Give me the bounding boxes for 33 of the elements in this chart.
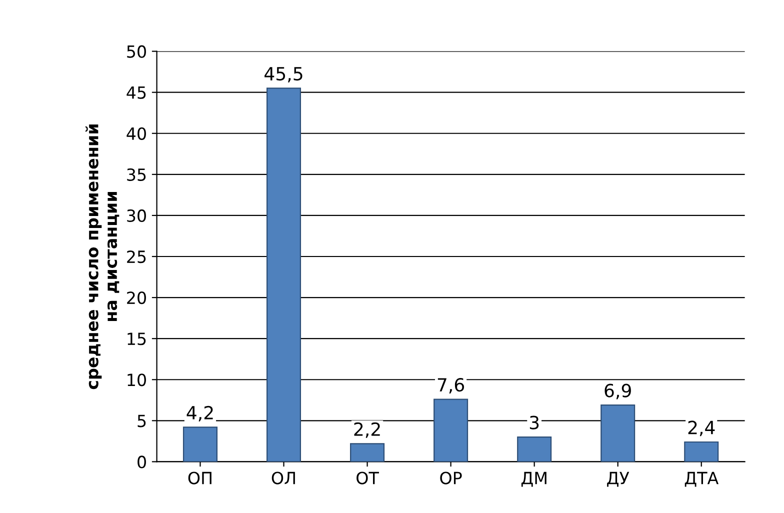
bar xyxy=(684,441,719,462)
y-tick-label: 0 xyxy=(138,456,146,468)
data-label: 3 xyxy=(530,416,539,430)
x-tick-label: ОП xyxy=(188,472,212,484)
y-tick-label: 35 xyxy=(127,168,146,181)
x-tick-label: ДТА xyxy=(684,472,719,487)
x-tick-label: ОЛ xyxy=(272,472,295,484)
y-axis-title: среднее число применений на дистанции xyxy=(85,124,120,390)
y-tick-label: 5 xyxy=(138,414,146,428)
bar xyxy=(434,398,468,462)
data-label: 45,5 xyxy=(264,67,302,82)
data-label: 7,6 xyxy=(438,378,464,394)
y-tick-label: 25 xyxy=(127,250,146,264)
bar xyxy=(517,436,552,462)
data-label: 6,9 xyxy=(604,384,631,400)
data-label: 2,2 xyxy=(354,422,380,438)
y-tick-label: 50 xyxy=(127,45,146,58)
y-tick-label: 45 xyxy=(126,86,146,99)
x-tick-label: ОР xyxy=(440,472,462,484)
bar xyxy=(266,88,302,462)
x-tick-label: ОТ xyxy=(356,472,379,484)
x-tick-label: ДУ xyxy=(607,472,630,487)
data-label: 2,4 xyxy=(688,420,715,436)
bar xyxy=(600,404,636,462)
y-tick-label: 10 xyxy=(128,374,146,386)
x-tick-label: ДМ xyxy=(521,472,546,487)
bar xyxy=(350,443,385,462)
y-tick-label: 20 xyxy=(127,292,146,304)
y-tick-label: 40 xyxy=(126,127,146,140)
y-tick-label: 15 xyxy=(128,332,146,346)
bar xyxy=(182,426,218,462)
y-tick-label: 30 xyxy=(127,209,146,222)
data-label: 4,2 xyxy=(186,406,213,422)
